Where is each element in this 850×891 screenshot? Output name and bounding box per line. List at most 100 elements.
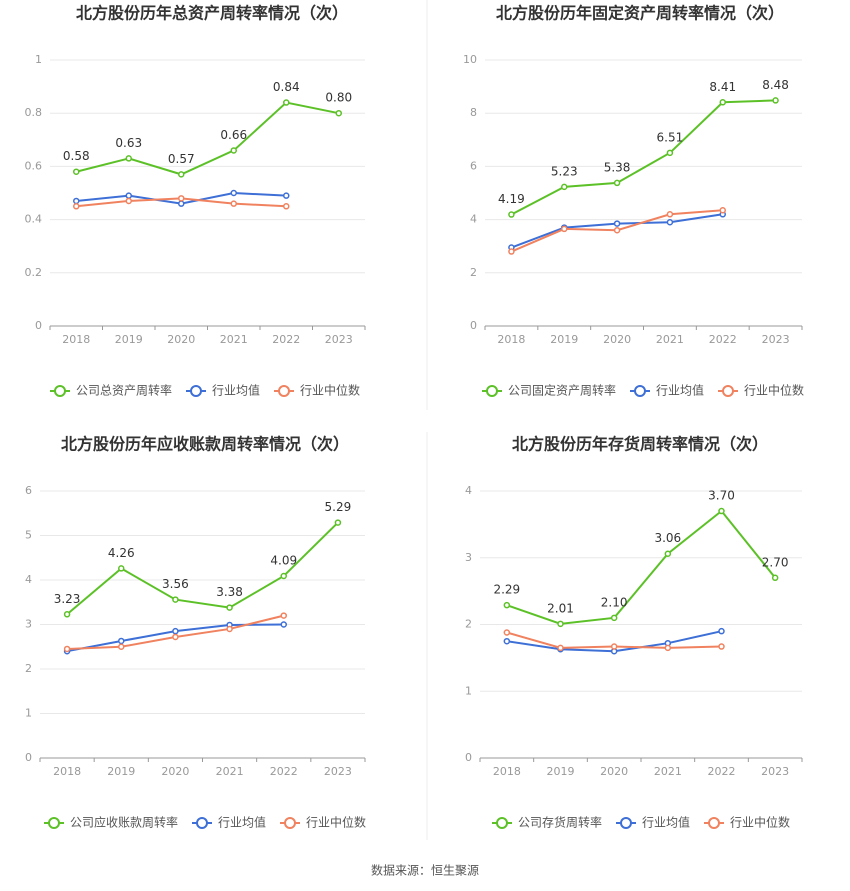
legend-marker — [620, 817, 632, 829]
value-label: 2.01 — [547, 601, 574, 615]
data-point — [172, 596, 179, 603]
legend-marker — [722, 385, 734, 397]
y-tick-label: 1 — [35, 53, 42, 66]
data-point — [178, 171, 185, 178]
legend-marker — [278, 385, 290, 397]
legend-marker — [196, 817, 208, 829]
data-point — [118, 637, 125, 645]
x-tick-label: 2023 — [324, 765, 352, 778]
value-label: 5.23 — [551, 164, 578, 178]
y-tick-label: 0.2 — [25, 266, 43, 279]
x-tick-label: 2018 — [497, 333, 525, 346]
value-label: 0.63 — [115, 136, 142, 150]
legend-label: 行业均值 — [642, 815, 690, 830]
data-point — [557, 644, 564, 652]
y-tick-label: 0 — [470, 319, 477, 332]
data-point — [508, 248, 515, 255]
value-label: 6.51 — [657, 130, 684, 144]
x-tick-label: 2023 — [761, 765, 789, 778]
y-tick-label: 0 — [465, 751, 472, 764]
data-point — [718, 627, 725, 635]
x-tick-label: 2023 — [325, 333, 353, 346]
data-point — [172, 627, 179, 635]
x-tick-label: 2020 — [167, 333, 195, 346]
y-tick-label: 8 — [470, 106, 477, 119]
legend-label: 行业中位数 — [730, 815, 790, 830]
data-point — [125, 155, 132, 162]
value-label: 3.06 — [654, 531, 681, 545]
x-tick-label: 2019 — [115, 333, 143, 346]
chart-title: 北方股份历年应收账款周转率情况（次） — [61, 435, 349, 454]
y-tick-label: 5 — [25, 529, 32, 542]
value-label: 0.58 — [63, 149, 90, 163]
y-tick-label: 2 — [470, 266, 477, 279]
data-point — [719, 99, 726, 106]
data-point — [172, 633, 179, 641]
data-point — [334, 519, 342, 526]
legend-label: 行业均值 — [656, 383, 704, 398]
data-point — [280, 572, 287, 580]
legend-label: 行业均值 — [212, 383, 260, 398]
data-point — [73, 168, 80, 175]
legend-marker — [634, 385, 646, 397]
legend-label: 公司固定资产周转率 — [508, 383, 616, 398]
legend-label: 行业中位数 — [744, 383, 804, 398]
y-tick-label: 0.8 — [25, 106, 43, 119]
series-line — [510, 99, 776, 216]
legend-marker — [190, 385, 202, 397]
data-point — [503, 601, 511, 609]
data-point — [666, 149, 674, 157]
value-label: 4.26 — [108, 546, 135, 560]
x-tick-label: 2020 — [161, 765, 189, 778]
data-point — [613, 220, 621, 227]
y-tick-label: 4 — [470, 213, 477, 226]
x-tick-label: 2018 — [53, 765, 81, 778]
x-tick-label: 2020 — [600, 765, 628, 778]
y-tick-label: 6 — [25, 484, 32, 497]
data-point — [613, 179, 621, 187]
x-tick-label: 2019 — [550, 333, 578, 346]
data-point — [230, 147, 237, 154]
x-tick-label: 2022 — [709, 333, 737, 346]
y-tick-label: 6 — [470, 159, 477, 172]
data-point — [610, 643, 618, 650]
legend-label: 公司存货周转率 — [518, 815, 602, 830]
value-label: 2.29 — [493, 583, 520, 597]
data-point — [335, 109, 342, 117]
data-point — [771, 574, 779, 582]
x-tick-label: 2022 — [270, 765, 298, 778]
data-point — [283, 192, 290, 199]
x-tick-label: 2021 — [216, 765, 244, 778]
data-point — [118, 565, 125, 572]
y-tick-label: 0 — [35, 319, 42, 332]
value-label: 5.29 — [325, 500, 352, 514]
value-label: 0.80 — [325, 91, 352, 105]
series-line — [76, 101, 339, 176]
data-point — [63, 645, 71, 653]
value-label: 4.09 — [270, 553, 297, 567]
data-point — [230, 200, 237, 207]
x-tick-label: 2020 — [603, 333, 631, 346]
value-label: 8.41 — [709, 80, 736, 94]
x-tick-label: 2018 — [62, 333, 90, 346]
y-tick-label: 3 — [25, 618, 32, 631]
data-point — [666, 211, 674, 218]
data-point — [561, 183, 568, 191]
data-point — [664, 550, 672, 557]
y-tick-label: 2 — [25, 662, 32, 675]
chart-title: 北方股份历年总资产周转率情况（次） — [76, 4, 348, 23]
data-point — [226, 625, 233, 633]
x-tick-label: 2018 — [493, 765, 521, 778]
value-label: 4.19 — [498, 192, 525, 206]
source: 数据来源：恒生聚源 — [371, 863, 479, 878]
value-label: 2.10 — [601, 595, 628, 609]
data-point — [610, 614, 618, 622]
y-tick-label: 4 — [25, 573, 32, 586]
data-point — [63, 611, 71, 618]
y-tick-label: 3 — [465, 551, 472, 564]
value-label: 3.56 — [162, 577, 189, 591]
y-tick-label: 1 — [465, 684, 472, 697]
value-label: 5.38 — [604, 160, 631, 174]
data-point — [178, 195, 185, 202]
